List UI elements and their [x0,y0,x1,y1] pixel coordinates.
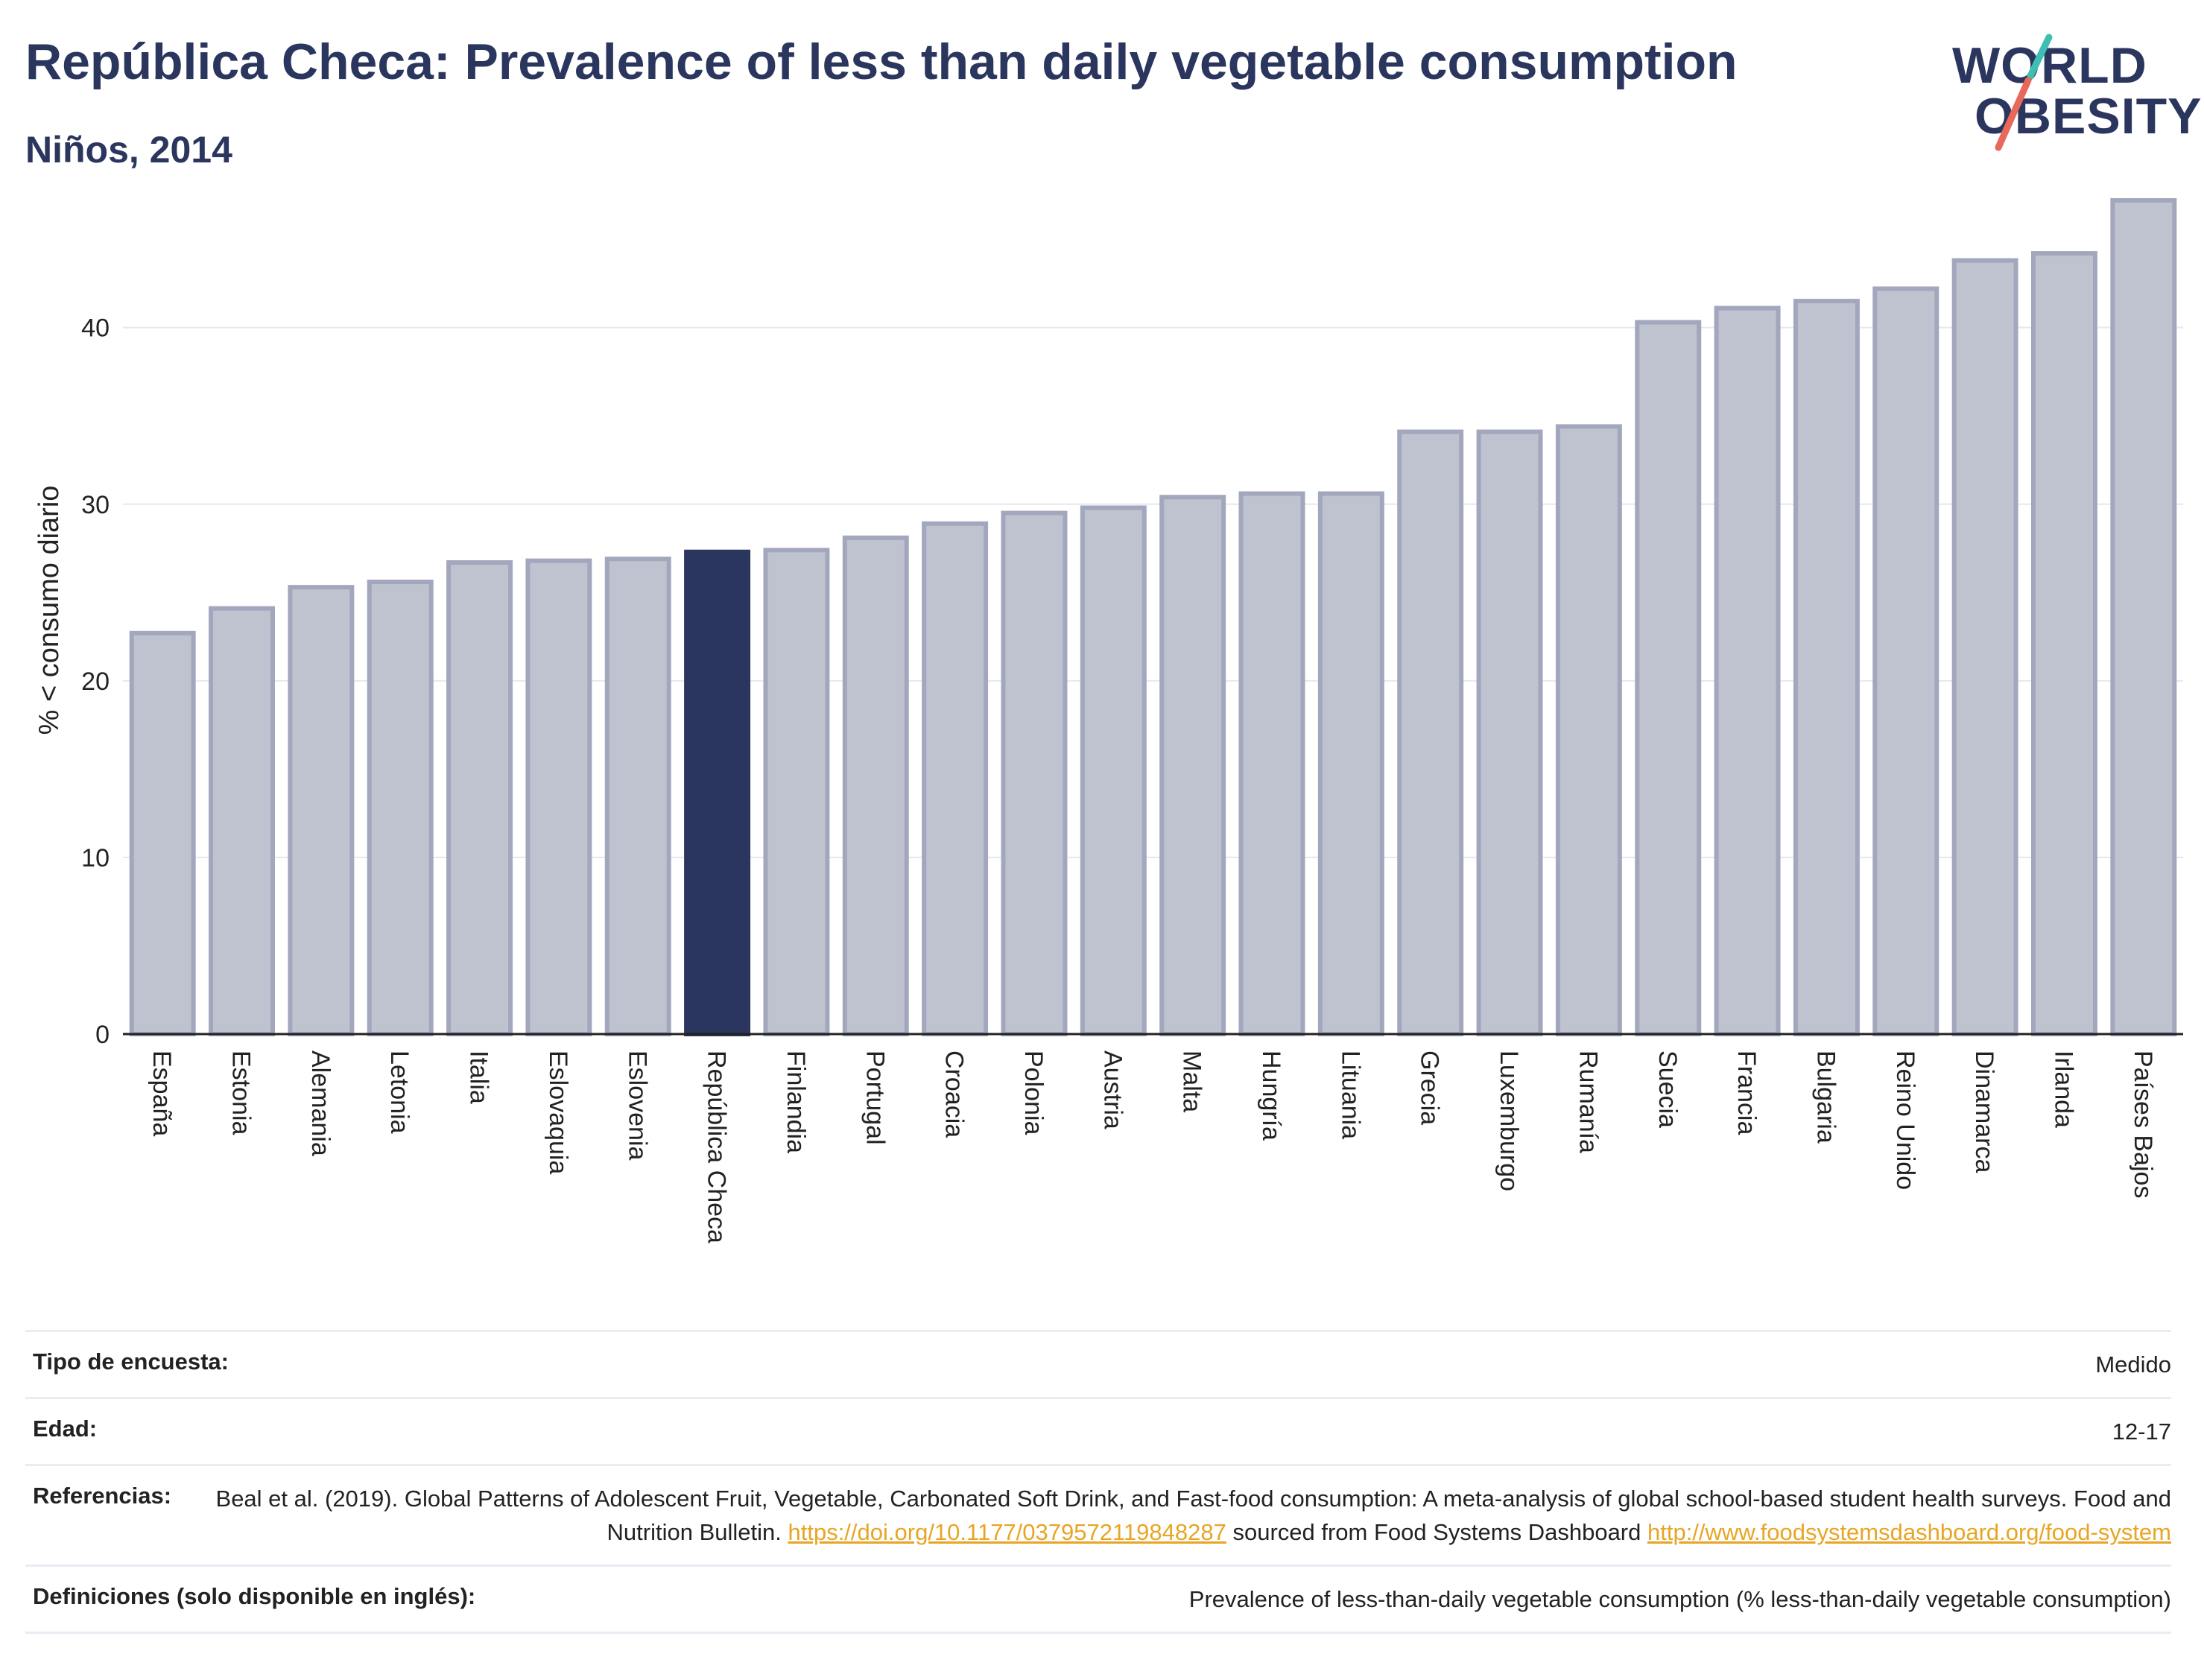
x-tick-label: Malta [1178,1050,1206,1112]
bar-lituania[interactable] [1317,491,1384,1036]
x-tick-label: Luxemburgo [1495,1050,1523,1191]
x-tick-label: Suecia [1653,1050,1682,1128]
bar-polonia[interactable] [1001,510,1068,1036]
survey-type-label: Tipo de encuesta: [33,1348,229,1375]
bar-suecia[interactable] [1635,320,1702,1037]
x-tick-label: Eslovaquia [544,1050,572,1174]
x-tick-label: Rumanía [1574,1050,1602,1153]
bar-irlanda[interactable] [2031,251,2097,1036]
definitions-label: Definiciones (solo disponible en inglés)… [33,1582,476,1609]
x-tick-label: Lituania [1336,1050,1364,1139]
bar-república-checa[interactable] [684,549,751,1036]
bar-eslovenia[interactable] [604,557,671,1036]
x-axis-ticks: España Estonia Alemania Letonia Italia Eslova… [148,1050,2157,1243]
bar-hungría[interactable] [1238,491,1305,1036]
survey-type-value: Medido [2095,1351,2171,1378]
y-tick-label: 40 [81,314,110,343]
x-tick-label: Alemania [306,1050,335,1156]
chart-subtitle: Niños, 2014 [25,129,232,171]
bar-alemania[interactable] [288,585,355,1036]
x-tick-label: Polonia [1019,1050,1048,1135]
x-tick-label: Italia [465,1050,493,1104]
x-tick-label: España [148,1050,176,1136]
bar-dinamarca[interactable] [1951,258,2018,1037]
y-tick-label: 30 [81,491,110,519]
definitions-value: Prevalence of less-than-daily vegetable … [1188,1585,2171,1612]
references-label: Referencias: [33,1482,172,1509]
definitions-row: Definiciones (solo disponible en inglés)… [25,1564,2171,1634]
x-tick-label: Letonia [385,1050,414,1134]
x-tick-label: República Checa [703,1050,731,1243]
x-tick-label: Croacia [940,1050,969,1138]
bar-francia[interactable] [1714,305,1781,1036]
x-tick-label: Irlanda [2049,1050,2077,1128]
x-tick-label: Reino Unido [1891,1050,1919,1190]
doi-link[interactable]: https://doi.org/10.1177/0379572119848287 [788,1518,1226,1545]
bar-austria[interactable] [1080,505,1147,1036]
bar-rumanía[interactable] [1555,424,1622,1036]
age-value: 12-17 [2112,1418,2171,1445]
bar-reino-unido[interactable] [1872,286,1939,1036]
world-obesity-logo: WORLD OBESITY [1930,22,2202,156]
x-tick-label: Portugal [861,1050,889,1145]
x-tick-label: Bulgaria [1811,1050,1840,1144]
x-tick-label: Grecia [1416,1050,1444,1125]
bar-portugal[interactable] [842,535,909,1036]
food-systems-link[interactable]: http://www.foodsystemsdashboard.org/food… [1647,1518,2171,1545]
bar-malta[interactable] [1159,495,1226,1036]
x-tick-label: Austria [1098,1050,1127,1129]
chart-title: República Checa: Prevalence of less than… [25,34,1738,90]
references-text-2: sourced from Food Systems Dashboard [1226,1518,1647,1545]
y-tick-label: 0 [95,1021,110,1049]
x-tick-label: Países Bajos [2129,1050,2157,1198]
references-text-1: Beal et al. (2019). Global Patterns of A… [215,1485,2171,1545]
y-tick-label: 10 [81,844,110,872]
bar-grecia[interactable] [1397,429,1464,1036]
info-table: Tipo de encuesta: Medido Edad: 12-17 Ref… [25,1330,2171,1634]
x-tick-label: Hungría [1257,1050,1285,1141]
age-label: Edad: [33,1415,98,1442]
bar-luxemburgo[interactable] [1476,429,1543,1036]
y-axis-ticks: 0 10 20 30 40 [81,314,110,1049]
x-tick-label: Francia [1732,1050,1761,1135]
bar-chart: 0 10 20 30 40 España Estonia Alemania Letonia It… [34,197,2183,1243]
x-tick-label: Dinamarca [1970,1050,1998,1173]
bar-letonia[interactable] [367,580,434,1036]
bar-españa[interactable] [129,630,196,1036]
bars [129,197,2177,1037]
x-tick-label: Finlandia [782,1050,810,1153]
bar-italia[interactable] [446,560,513,1036]
bar-países-bajos[interactable] [2110,197,2177,1036]
bar-bulgaria[interactable] [1793,299,1860,1036]
bar-croacia[interactable] [922,521,989,1036]
x-tick-label: Estonia [227,1050,256,1135]
logo-slash-icon [1995,34,2053,151]
x-tick-label: Eslovenia [623,1050,651,1161]
logo-line-1: WORLD [1952,37,2147,94]
references-row: Referencias: Beal et al. (2019). Global … [25,1463,2171,1565]
bar-eslovaquia[interactable] [525,558,592,1036]
bar-finlandia[interactable] [763,548,830,1036]
y-tick-label: 20 [81,668,110,696]
survey-type-row: Tipo de encuesta: Medido [25,1330,2171,1397]
age-row: Edad: 12-17 [25,1396,2171,1464]
bar-estonia[interactable] [209,606,275,1036]
y-axis-label: % < consumo diario [34,486,65,735]
references-value: Beal et al. (2019). Global Patterns of A… [171,1483,2171,1550]
